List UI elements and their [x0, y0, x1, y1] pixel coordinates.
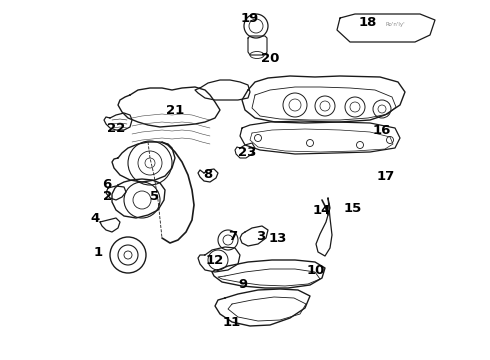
Text: Ro'n'ly': Ro'n'ly' — [385, 22, 405, 27]
Text: 10: 10 — [307, 265, 325, 278]
Text: 17: 17 — [377, 171, 395, 184]
Text: 6: 6 — [102, 179, 112, 192]
Text: 14: 14 — [313, 203, 331, 216]
Text: 20: 20 — [261, 51, 279, 64]
Text: 13: 13 — [269, 233, 287, 246]
Text: 22: 22 — [107, 122, 125, 135]
Text: 2: 2 — [103, 189, 113, 202]
Text: 11: 11 — [223, 315, 241, 328]
Text: 8: 8 — [203, 168, 213, 181]
Text: 18: 18 — [359, 15, 377, 28]
Text: 1: 1 — [94, 247, 102, 260]
Text: 5: 5 — [150, 189, 160, 202]
Text: 4: 4 — [90, 211, 99, 225]
Text: 9: 9 — [239, 278, 247, 291]
Text: 3: 3 — [256, 230, 266, 243]
Text: 21: 21 — [166, 104, 184, 117]
Text: 7: 7 — [228, 230, 238, 243]
Text: 16: 16 — [373, 125, 391, 138]
Text: 12: 12 — [206, 255, 224, 267]
Text: 15: 15 — [344, 202, 362, 216]
Text: 23: 23 — [238, 147, 256, 159]
Text: 19: 19 — [241, 12, 259, 24]
